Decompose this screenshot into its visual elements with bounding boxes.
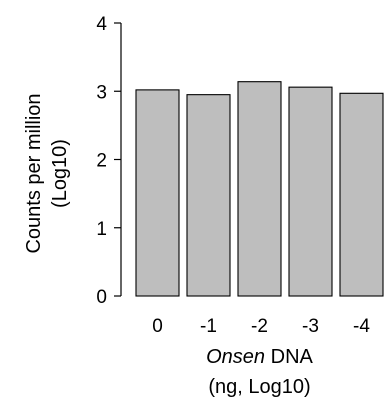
y-axis-title-line: Counts per million [23,93,45,253]
x-axis-title-text: (ng, Log10) [208,376,310,398]
x-tick-label: -1 [200,316,217,337]
y-tick-label: 3 [96,82,107,103]
x-tick-label: -3 [302,316,319,337]
bar [339,92,384,297]
y-tick-label: 1 [96,219,107,240]
y-tick-label: 0 [96,287,107,308]
bar [288,86,333,297]
y-axis-title: Counts per million (Log10) [23,93,71,253]
y-tick-label: 2 [96,151,107,172]
x-axis-tick-labels: 0 -1 -2 -3 -4 [152,316,370,337]
bar [237,81,282,297]
x-axis-title-text: DNA [265,346,313,368]
y-tick-label: 4 [96,14,107,35]
bars [135,81,384,297]
bar [135,89,180,297]
y-axis-title-line: (Log10) [49,139,71,208]
x-tick-label: -2 [251,316,268,337]
y-axis: 0 1 2 3 4 [96,14,122,308]
x-axis-title-italic: Onsen [206,346,265,368]
bar [186,94,231,297]
x-axis-title: Onsen DNA (ng, Log10) [206,346,313,398]
x-tick-label: 0 [152,316,163,337]
x-axis-title-line: Onsen DNA [206,346,313,368]
x-axis-title-line: (ng, Log10) [208,376,310,398]
x-tick-label: -4 [353,316,370,337]
